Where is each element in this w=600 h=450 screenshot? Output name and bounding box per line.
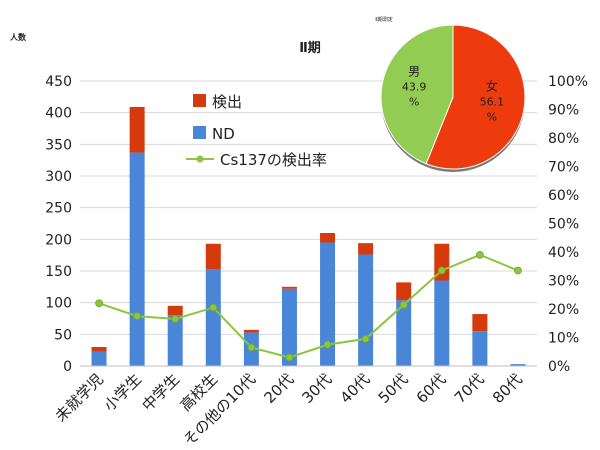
y2-tick-label: 20%	[548, 302, 579, 318]
rate-point	[514, 266, 522, 275]
y-axis-right-ticks: 0% 10% 20% 30% 40% 50% 60% 70% 80% 90% 100%	[548, 74, 588, 375]
bar-detected	[320, 233, 336, 243]
x-tick-label: 30代	[299, 370, 336, 407]
bar-series	[91, 106, 526, 366]
bar-detected	[91, 347, 107, 352]
rate-line	[98, 253, 519, 359]
rate-point	[323, 340, 332, 349]
chart-title: Ⅱ期	[299, 41, 321, 56]
bar-nd	[91, 351, 107, 366]
x-tick-label: 50代	[375, 370, 412, 407]
rate-point	[95, 299, 103, 308]
pie-slice	[425, 24, 526, 170]
pie-value: 43.9	[402, 80, 427, 93]
y2-tick-label: 70%	[548, 160, 579, 176]
y-axis-left-ticks: 0 50 100 150 200 250 300 350 400 450	[45, 74, 72, 375]
y2-tick-label: 50%	[548, 217, 579, 233]
y2-tick-label: 10%	[548, 331, 579, 347]
y-tick-label: 250	[45, 201, 72, 217]
legend-marker-rate	[196, 155, 204, 163]
y2-tick-label: 30%	[548, 274, 579, 290]
x-tick-label: 20代	[260, 370, 297, 407]
bar-nd	[358, 254, 374, 366]
rate-point	[171, 315, 180, 323]
bar-nd	[434, 280, 450, 366]
x-tick-label: 40代	[337, 370, 374, 407]
x-tick-label: 中学生	[138, 370, 183, 415]
bar-nd	[472, 331, 488, 366]
y2-tick-label: 90%	[548, 103, 579, 119]
pie-unit: %	[487, 111, 497, 124]
y-tick-label: 150	[45, 264, 72, 280]
y2-tick-label: 80%	[548, 131, 579, 147]
rate-point	[399, 300, 408, 309]
y2-tick-label: 0%	[548, 359, 570, 375]
pie-title: Ⅱ期測定	[375, 16, 392, 23]
pie-label: 女	[486, 79, 498, 94]
x-tick-label: 60代	[413, 370, 450, 407]
rate-point	[285, 353, 294, 362]
y-axis-label: 人数	[10, 32, 27, 42]
legend: 検出 ND Cs137の検出率	[186, 93, 327, 169]
y-tick-label: 450	[45, 74, 72, 90]
x-tick-label: 未就学児	[52, 370, 107, 425]
y-tick-label: 300	[45, 169, 72, 185]
bar-nd	[396, 300, 412, 366]
x-tick-label: 小学生	[100, 370, 145, 415]
bar-nd	[167, 315, 183, 366]
rate-point	[247, 343, 256, 352]
pie-unit: %	[409, 95, 419, 108]
y-tick-label: 350	[45, 137, 72, 153]
y-tick-label: 0	[63, 359, 72, 375]
rate-point	[475, 250, 484, 259]
pie-label: 男	[408, 64, 420, 78]
y2-tick-label: 60%	[548, 188, 579, 204]
inset-pie-chart: 女 56.1% 男 43.9%	[380, 24, 526, 172]
rate-point	[133, 312, 142, 321]
y-gridlines	[80, 80, 537, 335]
y-tick-label: 200	[45, 232, 72, 248]
bar-nd	[129, 152, 145, 366]
x-tick-label: 70代	[451, 370, 488, 407]
legend-label-nd: ND	[212, 125, 235, 143]
bar-nd	[510, 364, 526, 366]
bar-nd	[281, 288, 297, 366]
y-tick-label: 400	[45, 106, 72, 122]
bar-nd	[205, 269, 221, 366]
legend-label-rate: Cs137の検出率	[220, 151, 327, 169]
y2-tick-label: 100%	[548, 74, 588, 90]
rate-point	[361, 335, 370, 343]
rate-point	[209, 303, 218, 312]
legend-swatch-nd	[193, 126, 206, 139]
x-tick-label: 80代	[489, 370, 526, 407]
y-tick-label: 50	[54, 327, 72, 343]
bar-detected	[472, 314, 488, 332]
rate-point	[437, 266, 446, 275]
bar-nd	[320, 242, 336, 366]
y2-tick-label: 40%	[548, 245, 579, 261]
y-tick-label: 100	[45, 296, 72, 312]
bar-detected	[358, 243, 374, 255]
pie-slice	[380, 24, 454, 165]
rate-line-series	[95, 250, 522, 362]
bar-detected	[129, 106, 145, 153]
bar-detected	[396, 282, 412, 301]
legend-swatch-detected	[193, 94, 206, 107]
bar-detected	[167, 305, 183, 316]
legend-label-detected: 検出	[212, 93, 242, 111]
bar-detected	[281, 286, 297, 289]
bar-detected	[243, 329, 259, 333]
bar-detected	[205, 243, 221, 270]
pie-value: 56.1	[480, 96, 505, 109]
